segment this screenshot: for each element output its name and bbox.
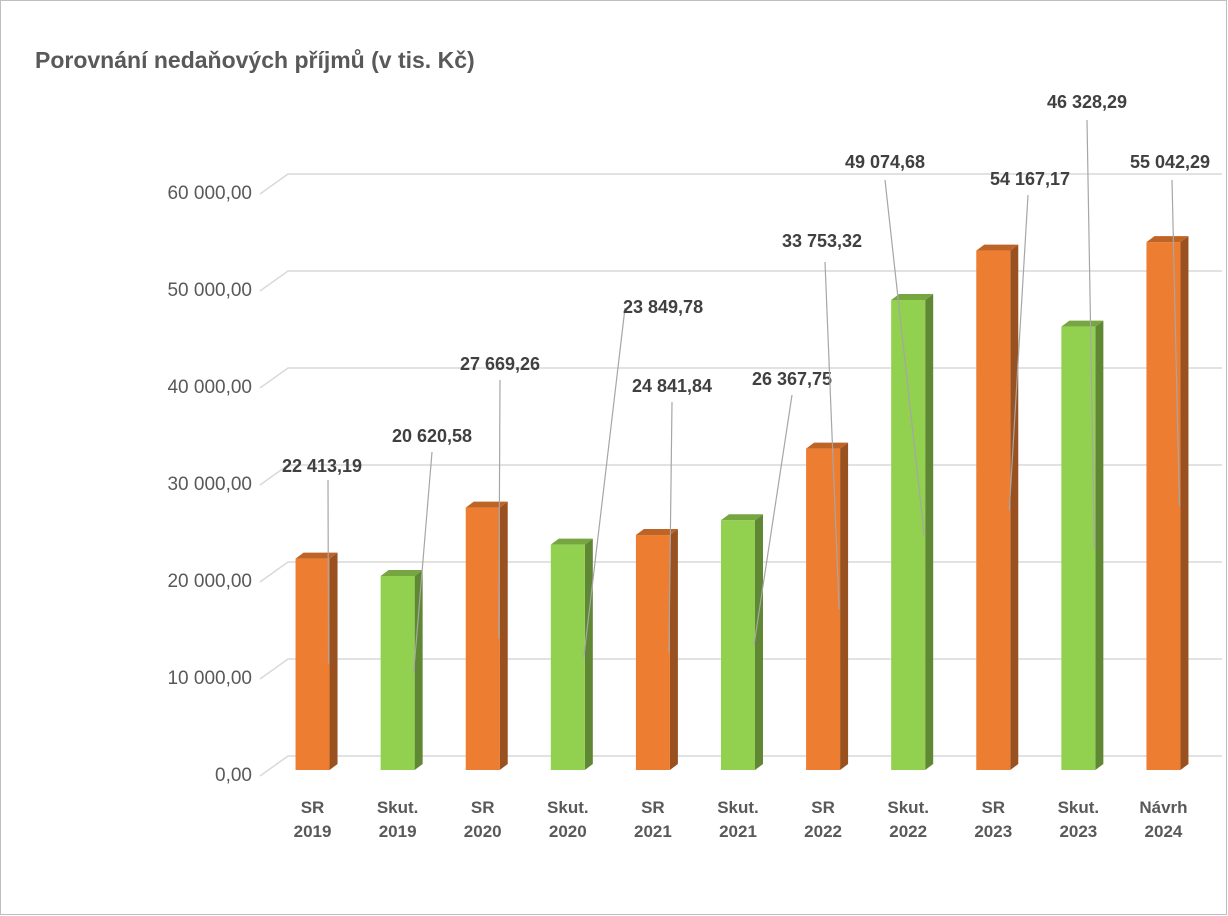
data-label: 22 413,19 — [282, 456, 362, 476]
bar — [380, 569, 423, 770]
leader-line — [1086, 119, 1095, 549]
data-label: 54 167,17 — [990, 169, 1070, 189]
grid-line — [259, 173, 1222, 195]
leader-line — [1008, 194, 1029, 511]
grid-line — [259, 270, 1222, 292]
leader-line — [1171, 179, 1181, 507]
data-label: 26 367,75 — [752, 369, 832, 389]
y-tick-label: 50 000,00 — [167, 280, 252, 301]
bar — [891, 293, 934, 770]
leader-line — [583, 307, 626, 658]
bar-face — [755, 514, 763, 770]
bar-face — [925, 293, 934, 770]
bar-face — [414, 569, 423, 770]
leader-line — [668, 401, 673, 653]
x-tick-label: SR 2020 — [463, 798, 502, 841]
data-label: 55 042,29 — [1130, 152, 1210, 172]
y-tick-label: 10 000,00 — [167, 668, 252, 689]
bar — [295, 552, 338, 770]
bar-face — [1146, 236, 1189, 243]
bar-front — [891, 299, 926, 770]
bar-front — [976, 250, 1011, 771]
bar-front — [635, 535, 670, 770]
bar — [976, 244, 1019, 771]
x-tick-label: SR 2022 — [804, 798, 842, 841]
x-tick-label: SR 2023 — [974, 798, 1013, 841]
x-tick-label: SR 2021 — [633, 798, 672, 841]
leader-line — [498, 379, 501, 639]
bar — [465, 501, 508, 770]
bar-front — [295, 558, 330, 770]
bar-face — [891, 293, 934, 300]
data-label: 49 074,68 — [845, 152, 925, 172]
bar-face — [584, 538, 593, 770]
x-tick-label: Skut. 2020 — [547, 798, 589, 841]
chart-title: Porovnání nedaňových příjmů (v tis. Kč) — [35, 47, 475, 73]
leader-line — [753, 394, 793, 646]
data-label: 46 328,29 — [1047, 92, 1127, 112]
bar-face — [840, 442, 849, 770]
bar — [1061, 320, 1104, 770]
bar — [806, 442, 849, 770]
bar-front — [1146, 242, 1181, 770]
bar-face — [669, 529, 678, 770]
bar — [550, 538, 593, 770]
bar-face — [1180, 236, 1189, 770]
x-tick-label: Skut. 2021 — [717, 798, 759, 841]
leader-line — [413, 451, 433, 674]
x-tick-label: Skut. 2019 — [376, 798, 419, 841]
bar-face — [721, 514, 763, 521]
bar-face — [635, 529, 678, 536]
x-tick-label: Návrh 2024 — [1139, 798, 1188, 841]
data-label: 24 841,84 — [632, 376, 712, 396]
leader-line — [327, 479, 330, 665]
bar-face — [1010, 244, 1019, 771]
bar-front — [380, 575, 415, 770]
y-tick-label: 60 000,00 — [167, 183, 252, 204]
x-tick-label: SR 2019 — [293, 798, 332, 841]
x-tick-label: Skut. 2023 — [1057, 798, 1100, 841]
y-tick-label: 20 000,00 — [167, 571, 252, 592]
bar-face — [295, 552, 338, 559]
bar-face — [1095, 320, 1104, 770]
leader-line — [884, 179, 925, 536]
bar — [721, 514, 763, 770]
bar-face — [329, 552, 338, 770]
data-label: 23 849,78 — [623, 297, 703, 317]
data-label: 20 620,58 — [392, 426, 472, 446]
bar-front — [721, 520, 755, 770]
bar-face — [499, 501, 508, 770]
bar — [635, 529, 678, 770]
bar-face — [550, 538, 593, 545]
x-tick-label: Skut. 2022 — [887, 798, 929, 841]
bar-face — [380, 569, 423, 576]
bar-face — [1061, 320, 1104, 327]
bar-face — [806, 442, 849, 449]
y-tick-label: 0,00 — [215, 765, 252, 786]
bar-face — [976, 244, 1019, 251]
data-label: 33 753,32 — [782, 231, 862, 251]
leader-line — [824, 261, 840, 610]
bar-front — [465, 507, 500, 770]
y-tick-label: 40 000,00 — [167, 377, 252, 398]
y-tick-label: 30 000,00 — [167, 474, 252, 495]
data-label: 27 669,26 — [460, 354, 540, 374]
bar-face — [465, 501, 508, 508]
bar-front — [1061, 326, 1096, 770]
bar — [1146, 236, 1189, 770]
bar-front — [550, 544, 585, 770]
